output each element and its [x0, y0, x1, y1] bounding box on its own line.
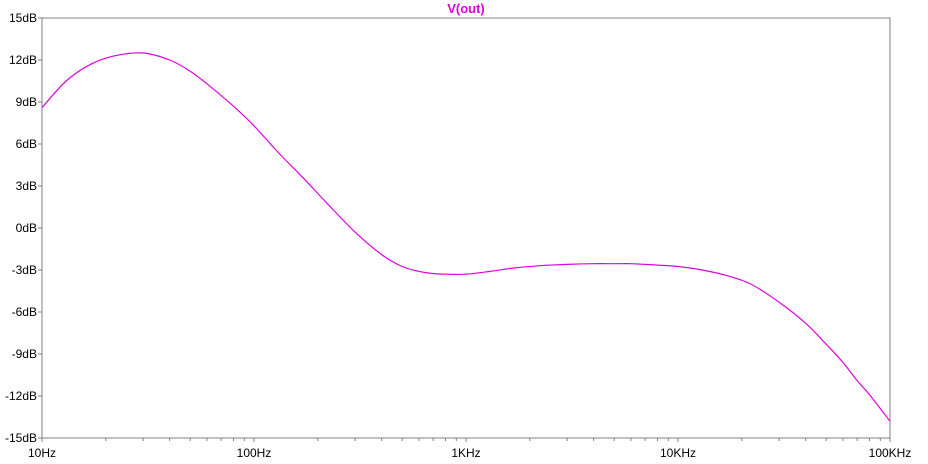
y-tick-label: -15dB	[5, 431, 37, 445]
y-tick-label: 15dB	[9, 11, 37, 25]
series-line-vout	[41, 52, 891, 422]
y-axis: 15dB 12dB 9dB 6dB 3dB 0dB -3dB -6dB -9dB -12dB -15…	[5, 11, 42, 445]
x-tick-label: 100KHz	[869, 446, 912, 460]
y-tick-label: -3dB	[12, 263, 37, 277]
x-tick-label: 100Hz	[237, 446, 272, 460]
y-tick-label: -12dB	[5, 389, 37, 403]
plot-frame	[41, 17, 891, 439]
x-tick-label: 1KHz	[451, 446, 480, 460]
chart-title: V(out)	[447, 1, 485, 16]
y-tick-label: 0dB	[16, 221, 37, 235]
y-tick-label: 12dB	[9, 53, 37, 67]
x-tick-label: 10Hz	[28, 446, 56, 460]
x-axis: 10Hz 100Hz 1KHz 10KHz 100KHz	[28, 438, 911, 460]
x-tick-label: 10KHz	[660, 446, 696, 460]
series-layer	[41, 52, 891, 422]
y-tick-label: 3dB	[16, 179, 37, 193]
y-tick-label: -6dB	[12, 305, 37, 319]
y-tick-label: -9dB	[12, 347, 37, 361]
y-tick-label: 9dB	[16, 95, 37, 109]
y-tick-label: 6dB	[16, 137, 37, 151]
